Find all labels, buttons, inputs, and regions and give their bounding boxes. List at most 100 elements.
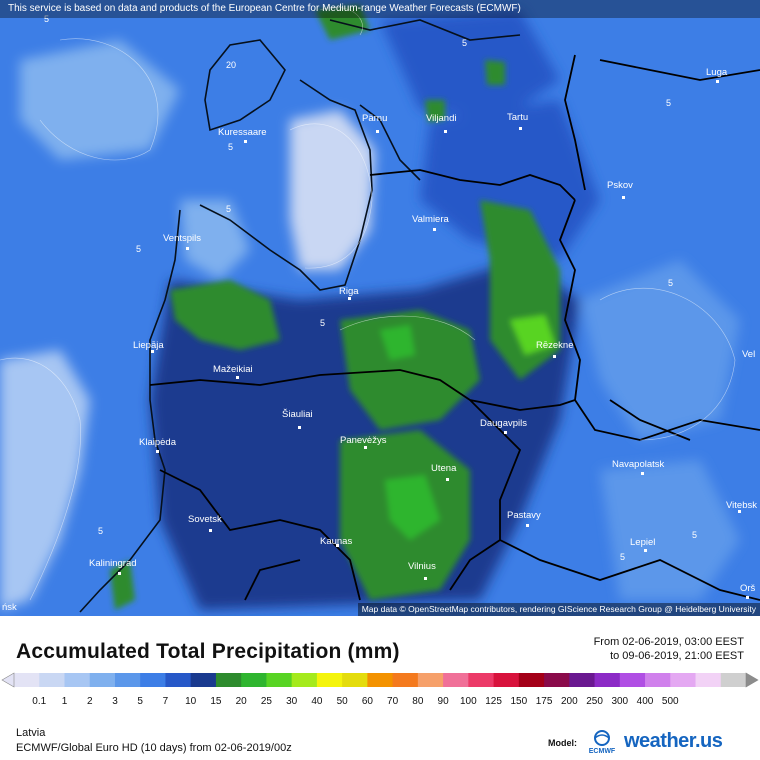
contour-label-5: 5 bbox=[668, 278, 673, 288]
region-label: Latvia bbox=[16, 727, 46, 739]
svg-text:Pärnu: Pärnu bbox=[362, 113, 387, 124]
contour-label-5: 5 bbox=[666, 98, 671, 108]
city-daugavpils: Daugavpils bbox=[480, 418, 527, 434]
map-attribution[interactable]: Map data © OpenStreetMap contributors, r… bbox=[357, 603, 760, 616]
svg-text:Navapolatsk: Navapolatsk bbox=[612, 459, 665, 470]
svg-text:Vitebsk: Vitebsk bbox=[726, 500, 757, 511]
svg-text:Rēzekne: Rēzekne bbox=[536, 340, 574, 351]
precipitation-map[interactable]: 5 5 5 5 5 5 5 5 5 5 5 20 Luga Pärnu Vilj… bbox=[0, 0, 760, 616]
scale-swatch bbox=[342, 673, 368, 687]
scale-swatch bbox=[569, 673, 596, 687]
city-ventspils: Ventspils bbox=[163, 233, 201, 250]
city-panevezys: Panevėžys bbox=[340, 435, 387, 449]
scale-swatch bbox=[64, 673, 91, 687]
svg-text:Utena: Utena bbox=[431, 463, 457, 474]
precip-area-green-w bbox=[170, 280, 280, 350]
scale-label: 1 bbox=[62, 696, 68, 707]
precip-area-green-c bbox=[340, 310, 480, 430]
svg-text:Luga: Luga bbox=[706, 67, 728, 78]
scale-swatch bbox=[114, 673, 141, 687]
ecmwf-logo-text: ECMWF bbox=[589, 748, 616, 755]
scale-label: 175 bbox=[536, 696, 553, 707]
scale-swatch bbox=[367, 673, 394, 687]
scale-label: 60 bbox=[362, 696, 374, 707]
city-kaliningrad: Kaliningrad bbox=[89, 558, 137, 575]
svg-text:Tartu: Tartu bbox=[507, 112, 528, 123]
scale-label: 70 bbox=[387, 696, 399, 707]
city-luga: Luga bbox=[706, 67, 728, 83]
contour-label-20: 20 bbox=[226, 60, 236, 70]
svg-text:Viljandi: Viljandi bbox=[426, 113, 456, 124]
scale-label: 400 bbox=[637, 696, 654, 707]
city-viljandi: Viljandi bbox=[426, 113, 456, 133]
scale-label: 3 bbox=[112, 696, 118, 707]
scale-swatch bbox=[417, 673, 444, 687]
legend-panel bbox=[0, 616, 760, 760]
city-pastavy: Pastavy bbox=[507, 510, 541, 527]
scale-label: 5 bbox=[137, 696, 143, 707]
contour-label-5: 5 bbox=[44, 14, 49, 24]
scale-labels: 0.1 1 2 3 5 7 10 15 20 25 30 40 50 60 70 80 90 100 125 150 1… bbox=[32, 696, 679, 707]
contour-label-5: 5 bbox=[462, 38, 467, 48]
scale-label: 50 bbox=[337, 696, 349, 707]
city-partial-west: ńsk bbox=[2, 602, 17, 613]
svg-text:Daugavpils: Daugavpils bbox=[480, 418, 527, 429]
scale-label: 15 bbox=[210, 696, 222, 707]
scale-label: 30 bbox=[286, 696, 298, 707]
contour-label-5: 5 bbox=[98, 526, 103, 536]
scale-swatch bbox=[140, 673, 166, 687]
contour-label-5: 5 bbox=[320, 318, 325, 328]
scale-swatch bbox=[89, 673, 116, 687]
scale-swatch bbox=[695, 673, 722, 687]
city-navapolatsk: Navapolatsk bbox=[612, 459, 665, 475]
scale-swatch bbox=[165, 673, 192, 687]
scale-label: 20 bbox=[236, 696, 248, 707]
scale-swatch bbox=[39, 673, 65, 687]
svg-text:Pastavy: Pastavy bbox=[507, 510, 541, 521]
model-tag: Model: bbox=[548, 738, 577, 748]
svg-text:ńsk: ńsk bbox=[2, 602, 17, 613]
contour-label-5: 5 bbox=[692, 530, 697, 540]
svg-text:Riga: Riga bbox=[339, 286, 359, 297]
scale-label: 2 bbox=[87, 696, 93, 707]
svg-text:Liepāja: Liepāja bbox=[133, 340, 164, 351]
precip-area-green-n bbox=[485, 60, 505, 85]
svg-text:Lepiel: Lepiel bbox=[630, 537, 655, 548]
scale-swatch bbox=[493, 673, 520, 687]
city-labels: Luga Pärnu Viljandi Tartu Kuressaare Psk… bbox=[2, 67, 757, 613]
precip-area-dark-east bbox=[420, 100, 600, 260]
scale-label: 500 bbox=[662, 696, 679, 707]
svg-text:Panevėžys: Panevėžys bbox=[340, 435, 387, 446]
precip-area-green-kal bbox=[110, 560, 135, 610]
contour-lines bbox=[0, 7, 736, 601]
city-utena: Utena bbox=[431, 463, 457, 481]
scale-label: 0.1 bbox=[32, 696, 46, 707]
scale-swatch bbox=[518, 673, 545, 687]
precip-area-light-gulf bbox=[290, 110, 375, 270]
precip-area-light-east bbox=[580, 260, 740, 440]
weather-us-logo[interactable]: weather.us bbox=[624, 730, 723, 752]
ecmwf-logo: ECMWF bbox=[589, 730, 616, 755]
city-tartu: Tartu bbox=[507, 112, 528, 130]
city-vilnius: Vilnius bbox=[408, 561, 436, 580]
scale-label: 25 bbox=[261, 696, 273, 707]
scale-swatch bbox=[670, 673, 697, 687]
city-kaunas: Kaunas bbox=[320, 536, 352, 547]
scale-swatch bbox=[594, 673, 621, 687]
scale-swatch bbox=[645, 673, 671, 687]
scale-label: 90 bbox=[438, 696, 450, 707]
scale-label: 150 bbox=[510, 696, 527, 707]
scale-swatches bbox=[14, 673, 747, 687]
period-from: From 02-06-2019, 03:00 EEST bbox=[593, 636, 744, 648]
svg-text:Pskov: Pskov bbox=[607, 180, 633, 191]
svg-text:Vilnius: Vilnius bbox=[408, 561, 436, 572]
color-scale: 0.1 1 2 3 5 7 10 15 20 25 30 40 50 60 70 80 90 100 125 150 1… bbox=[1, 672, 759, 707]
coastline bbox=[79, 19, 521, 613]
precip-area-light-west bbox=[0, 350, 90, 610]
svg-text:Sovetsk: Sovetsk bbox=[188, 514, 222, 525]
city-valmiera: Valmiera bbox=[412, 214, 449, 231]
city-parnu: Pärnu bbox=[362, 113, 387, 133]
scale-label: 10 bbox=[185, 696, 197, 707]
scale-swatch bbox=[266, 673, 293, 687]
contour-label-5: 5 bbox=[136, 244, 141, 254]
